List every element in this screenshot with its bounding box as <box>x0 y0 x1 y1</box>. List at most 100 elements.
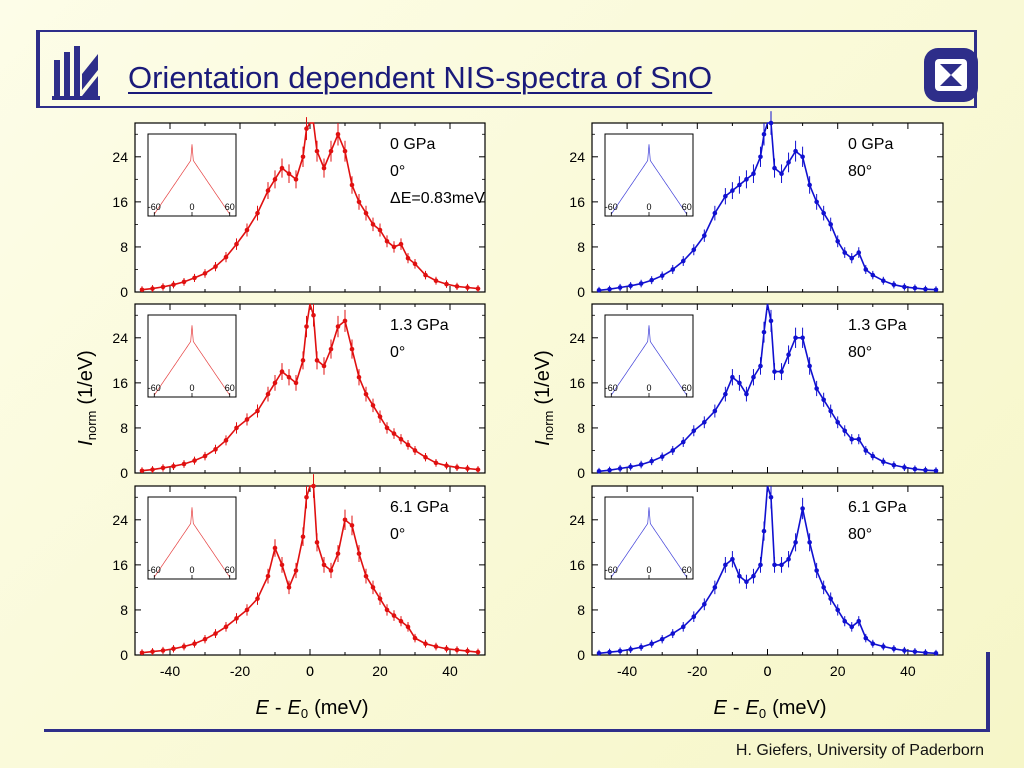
data-point <box>192 275 197 281</box>
x-tick-label: 20 <box>372 663 388 679</box>
data-point <box>398 241 404 247</box>
data-point <box>314 358 320 363</box>
data-point <box>356 374 362 380</box>
data-point <box>821 397 826 403</box>
data-point <box>370 585 376 590</box>
x-tick-label: 40 <box>442 663 458 679</box>
data-point <box>814 386 819 391</box>
data-point <box>433 460 439 466</box>
data-point <box>423 454 428 460</box>
data-point <box>391 431 397 436</box>
data-point <box>335 131 341 137</box>
data-point <box>768 318 774 324</box>
data-point <box>628 464 633 470</box>
data-point <box>328 568 334 573</box>
data-point <box>454 284 460 289</box>
data-point <box>758 562 763 568</box>
y-tick-label: 16 <box>112 375 128 391</box>
data-point <box>444 646 449 652</box>
inset-plot: -60 0 60 <box>604 314 694 398</box>
data-point <box>659 636 665 642</box>
inset-tick-label: 0 <box>646 383 651 393</box>
data-point <box>596 651 602 656</box>
y-axis-title-sub: norm <box>541 411 556 441</box>
data-point <box>160 465 166 471</box>
data-point <box>377 227 383 233</box>
data-point <box>391 244 397 250</box>
data-point <box>405 624 411 630</box>
data-point <box>730 556 735 562</box>
data-point <box>849 436 855 442</box>
x-axis-title-sub: 0 <box>301 706 308 721</box>
data-point <box>192 641 197 647</box>
data-point <box>912 285 918 291</box>
footer-rule <box>44 729 990 732</box>
y-tick-label: 0 <box>120 284 128 300</box>
data-point <box>786 556 791 562</box>
data-point <box>835 420 840 425</box>
data-point <box>444 281 449 287</box>
data-point <box>891 462 897 468</box>
inset-plot: -60 0 60 <box>604 496 694 580</box>
inset-tick-label: -60 <box>605 383 618 393</box>
header-frame-left <box>36 30 40 108</box>
x-tick-label: 0 <box>306 663 314 679</box>
data-point <box>744 177 749 182</box>
data-point <box>335 324 341 329</box>
x-axis-title-unit: (meV) <box>772 697 826 719</box>
inset-plot: -60 0 60 <box>147 496 237 580</box>
data-point <box>213 264 218 269</box>
data-point <box>213 447 218 452</box>
panel-label: 80° <box>848 344 872 361</box>
x-tick-label: 0 <box>306 663 314 679</box>
data-point <box>370 403 376 408</box>
panel-label: 80° <box>848 163 872 180</box>
data-point <box>842 250 848 255</box>
data-point <box>234 616 239 621</box>
panel-label: 0° <box>390 344 405 361</box>
data-point <box>772 562 777 568</box>
y-tick-label: 0 <box>577 647 585 663</box>
data-point <box>607 467 612 473</box>
data-point <box>856 618 862 624</box>
inset-tick-label: 60 <box>225 565 235 575</box>
inset-tick-label: 0 <box>189 383 194 393</box>
data-point <box>751 374 756 380</box>
data-point <box>779 369 784 374</box>
data-point <box>730 188 735 193</box>
data-point <box>255 210 260 216</box>
data-point <box>723 562 728 568</box>
data-point <box>223 438 229 443</box>
data-point <box>793 540 798 545</box>
data-point <box>279 165 285 171</box>
panel-left-middle: 0 8 16 24 1.3 GPa 0° -60 0 60 <box>112 303 486 481</box>
data-point <box>737 182 742 188</box>
data-point <box>761 528 767 534</box>
data-point <box>744 579 749 585</box>
y-tick-label: 24 <box>112 149 128 165</box>
x-axis-title: E - E0 (meV) <box>255 697 368 721</box>
data-point <box>712 408 718 414</box>
data-point <box>638 644 644 650</box>
data-point <box>384 607 390 613</box>
x-axis-title-dash: - <box>733 697 740 719</box>
data-point <box>659 273 665 278</box>
data-point <box>596 469 602 474</box>
data-point <box>617 648 623 654</box>
data-point <box>423 272 428 278</box>
data-point <box>255 596 260 601</box>
data-point <box>902 284 907 290</box>
data-point <box>321 363 327 369</box>
data-point <box>244 417 250 422</box>
data-point <box>286 171 292 176</box>
data-point <box>793 148 798 154</box>
data-point <box>800 506 805 511</box>
inset-tick-label: 60 <box>225 383 235 393</box>
y-tick-label: 8 <box>577 420 585 436</box>
data-point <box>272 380 278 386</box>
inset-tick-label: 0 <box>646 565 651 575</box>
x-axis-title-unit: (meV) <box>314 697 368 719</box>
data-point <box>772 165 777 171</box>
data-point <box>649 277 654 283</box>
data-point <box>384 425 390 431</box>
